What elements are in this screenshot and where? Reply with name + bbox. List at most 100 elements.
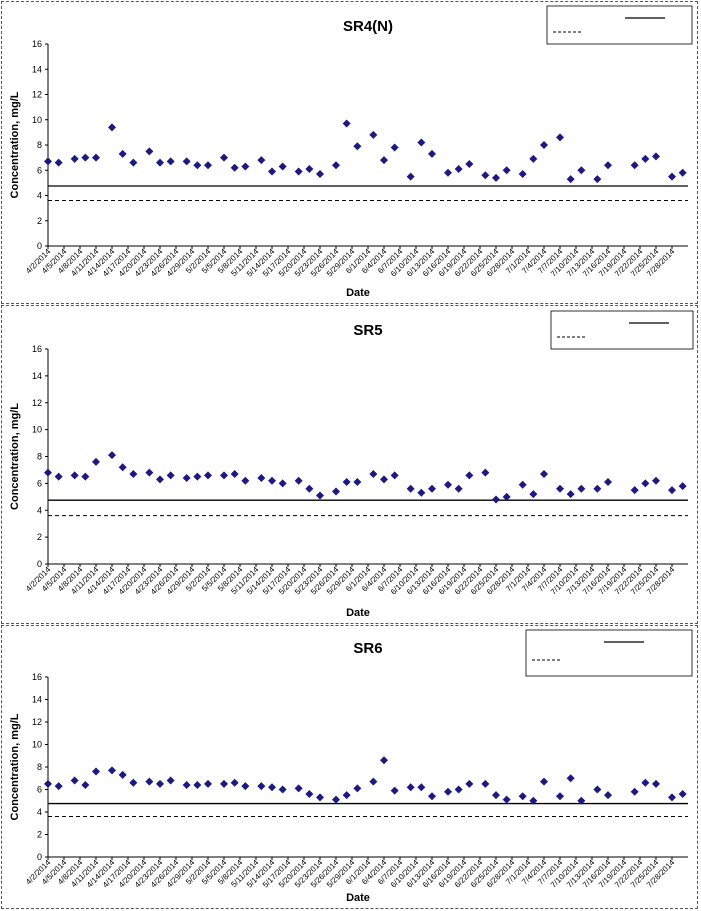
data-point bbox=[145, 147, 154, 156]
data-point bbox=[182, 474, 191, 482]
data-point bbox=[241, 162, 250, 171]
data-point bbox=[518, 792, 527, 801]
data-point bbox=[380, 156, 388, 165]
data-point bbox=[417, 783, 426, 792]
data-point bbox=[492, 495, 500, 504]
data-point bbox=[390, 143, 399, 152]
y-tick-label: 16 bbox=[32, 39, 42, 49]
chart-title: SR4(N) bbox=[343, 18, 393, 35]
data-point bbox=[193, 781, 202, 789]
data-point bbox=[678, 168, 687, 177]
y-tick-label: 4 bbox=[37, 505, 42, 515]
y-tick-label: 12 bbox=[32, 717, 42, 727]
data-point bbox=[81, 472, 90, 481]
data-point bbox=[257, 782, 266, 791]
data-point bbox=[465, 159, 474, 168]
y-tick-label: 12 bbox=[32, 90, 42, 100]
data-point bbox=[577, 484, 586, 493]
data-point bbox=[556, 792, 564, 801]
data-point bbox=[454, 164, 463, 173]
data-point bbox=[108, 451, 116, 460]
data-point bbox=[577, 796, 586, 805]
data-point bbox=[369, 469, 378, 478]
data-point bbox=[481, 171, 490, 180]
data-point bbox=[444, 168, 452, 177]
data-point bbox=[166, 471, 175, 480]
data-point bbox=[566, 490, 575, 499]
y-tick-label: 0 bbox=[37, 852, 42, 862]
y-tick-label: 8 bbox=[37, 452, 42, 462]
data-point bbox=[641, 778, 650, 787]
y-tick-label: 0 bbox=[37, 559, 42, 569]
data-point bbox=[540, 141, 548, 149]
data-point bbox=[70, 154, 79, 163]
data-point bbox=[332, 161, 340, 170]
data-point bbox=[81, 781, 90, 789]
data-point bbox=[593, 484, 602, 493]
data-point bbox=[241, 476, 250, 485]
data-point bbox=[668, 486, 676, 495]
x-axis-title: Date bbox=[346, 892, 370, 904]
data-point bbox=[294, 784, 303, 793]
data-point bbox=[278, 785, 287, 794]
data-point bbox=[678, 790, 687, 798]
y-tick-label: 14 bbox=[32, 64, 42, 74]
data-point bbox=[129, 778, 138, 787]
data-point bbox=[353, 784, 362, 793]
data-point bbox=[481, 779, 490, 788]
data-point bbox=[593, 175, 602, 184]
data-point bbox=[428, 484, 436, 493]
data-point bbox=[316, 170, 324, 179]
data-point bbox=[220, 153, 228, 162]
data-point bbox=[54, 158, 63, 167]
y-axis-title: Concentration, mg/L bbox=[9, 91, 21, 198]
data-point bbox=[428, 149, 436, 158]
data-point bbox=[92, 767, 100, 776]
data-point bbox=[70, 776, 79, 785]
data-point bbox=[156, 779, 164, 788]
y-tick-label: 8 bbox=[37, 762, 42, 772]
data-point bbox=[465, 779, 474, 788]
data-point bbox=[268, 167, 276, 176]
data-point bbox=[577, 166, 586, 175]
data-point bbox=[230, 163, 239, 172]
y-tick-label: 4 bbox=[37, 807, 42, 817]
data-point bbox=[380, 475, 388, 484]
data-point bbox=[566, 774, 575, 783]
y-axis-title: Concentration, mg/L bbox=[9, 403, 21, 510]
chart-panel-sr6: SR6 0 2 4 6 8 10 12 14 16 Concentration, mg/L 4/2/2… bbox=[1, 625, 698, 909]
data-point bbox=[529, 154, 538, 163]
x-axis-title: Date bbox=[346, 287, 370, 299]
y-tick-label: 6 bbox=[37, 478, 42, 488]
data-point bbox=[92, 153, 100, 162]
data-point bbox=[630, 787, 639, 796]
y-tick-label: 10 bbox=[32, 740, 42, 750]
data-point bbox=[268, 476, 276, 485]
data-point bbox=[342, 119, 351, 128]
chart-title: SR6 bbox=[353, 640, 382, 657]
data-point bbox=[652, 152, 660, 161]
data-point bbox=[540, 469, 548, 478]
y-tick-label: 2 bbox=[37, 830, 42, 840]
data-point bbox=[204, 161, 212, 170]
data-point bbox=[70, 471, 79, 480]
data-point bbox=[44, 468, 52, 477]
data-point bbox=[204, 471, 212, 480]
data-point bbox=[332, 487, 340, 496]
y-tick-label: 2 bbox=[37, 216, 42, 226]
data-point bbox=[257, 474, 266, 482]
data-point bbox=[454, 484, 463, 493]
data-point bbox=[406, 484, 415, 493]
data-point bbox=[465, 471, 474, 480]
y-tick-label: 14 bbox=[32, 695, 42, 705]
y-tick-label: 6 bbox=[37, 785, 42, 795]
data-point bbox=[92, 457, 100, 466]
data-point bbox=[444, 787, 452, 796]
data-point bbox=[193, 161, 202, 170]
chart-panel-sr5: SR5 0 2 4 6 8 10 12 14 16 Concentration, mg/L 4/2/2… bbox=[1, 305, 698, 624]
x-axis-title: Date bbox=[346, 607, 370, 619]
data-point bbox=[518, 170, 527, 179]
data-point bbox=[481, 468, 490, 477]
